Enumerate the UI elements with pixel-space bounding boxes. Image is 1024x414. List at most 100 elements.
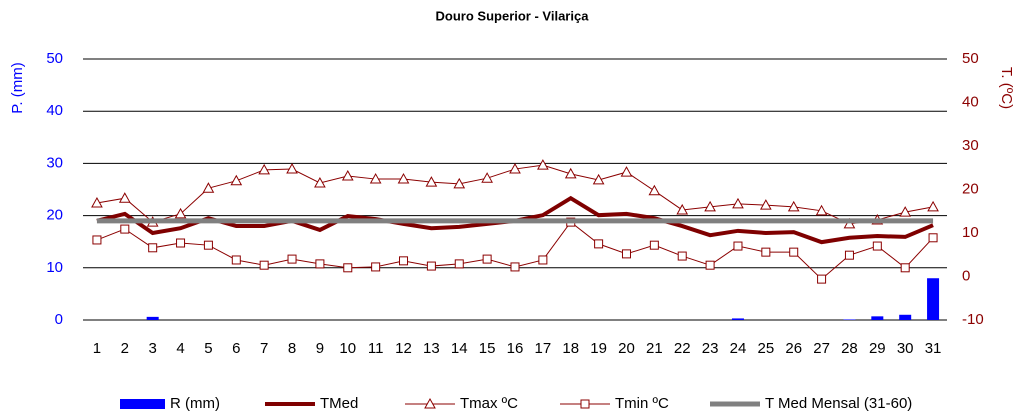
marker: [148, 243, 158, 253]
marker: [843, 217, 856, 229]
marker: [482, 254, 492, 264]
marker: [648, 184, 661, 196]
marker: [705, 260, 715, 270]
marker: [259, 260, 269, 270]
y2-axis-label: T. (ºC): [998, 67, 1015, 109]
marker: [817, 274, 827, 284]
x-tick-label: 26: [785, 340, 802, 357]
x-tick-label: 24: [730, 340, 747, 357]
marker: [341, 169, 354, 181]
marker: [594, 239, 604, 249]
bar: [843, 319, 856, 320]
marker: [453, 177, 466, 189]
x-tick-label: 20: [618, 340, 635, 357]
marker: [371, 262, 381, 272]
marker: [120, 224, 130, 234]
marker: [286, 163, 298, 174]
x-tick-label: 29: [869, 340, 886, 357]
marker: [677, 251, 687, 261]
x-tick-label: 23: [702, 340, 719, 357]
marker: [872, 241, 882, 251]
marker: [343, 263, 353, 273]
marker: [537, 159, 549, 170]
x-tick-label: 28: [841, 340, 858, 357]
marker: [203, 240, 213, 250]
y-tick-label: 40: [46, 102, 63, 119]
marker: [621, 249, 631, 259]
y2-tick-label: 50: [962, 50, 979, 67]
y-axis-label: P. (mm): [9, 62, 26, 113]
x-tick-label: 6: [232, 340, 240, 357]
legend-swatch: [120, 399, 165, 409]
marker: [176, 238, 186, 248]
x-tick-label: 18: [562, 340, 579, 357]
marker: [620, 166, 633, 177]
marker: [789, 247, 799, 257]
marker: [510, 262, 520, 272]
x-tick-label: 9: [316, 340, 324, 357]
x-tick-label: 10: [339, 340, 356, 357]
x-tick-label: 2: [121, 340, 129, 357]
y2-tick-label: 10: [962, 224, 979, 241]
marker: [231, 255, 241, 265]
x-tick-label: 12: [395, 340, 412, 357]
x-tick-label: 25: [757, 340, 774, 357]
marker: [424, 397, 436, 409]
x-tick-label: 30: [897, 340, 914, 357]
marker: [230, 174, 243, 186]
marker: [844, 250, 854, 260]
bar: [927, 278, 940, 320]
x-tick-label: 31: [925, 340, 942, 357]
marker: [369, 173, 382, 184]
x-tick-label: 1: [93, 340, 101, 357]
x-tick-label: 5: [204, 340, 212, 357]
y2-tick-label: -10: [962, 311, 984, 328]
chart-title: Douro Superior - Vilariça: [436, 8, 590, 23]
legend-label: T Med Mensal (31-60): [765, 395, 912, 412]
legend-label: TMed: [320, 395, 358, 412]
marker: [761, 247, 771, 257]
marker: [174, 207, 187, 219]
x-tick-label: 21: [646, 340, 663, 357]
marker: [928, 233, 938, 243]
x-tick-label: 13: [423, 340, 440, 357]
marker: [927, 200, 939, 212]
legend-label: Tmin ºC: [615, 395, 669, 412]
x-tick-label: 17: [535, 340, 552, 357]
marker: [732, 197, 744, 209]
marker: [426, 261, 436, 271]
x-tick-label: 3: [149, 340, 157, 357]
marker: [899, 206, 912, 217]
marker: [733, 241, 743, 251]
legend-label: R (mm): [170, 395, 220, 412]
line: [96, 164, 934, 225]
marker: [815, 204, 828, 216]
bar: [731, 318, 744, 320]
marker: [704, 200, 716, 212]
marker: [397, 173, 410, 184]
marker: [287, 254, 297, 264]
marker: [118, 192, 131, 203]
bar: [899, 314, 912, 320]
marker: [649, 240, 659, 250]
y-tick-label: 50: [46, 50, 63, 67]
marker: [564, 167, 577, 179]
marker: [314, 176, 326, 188]
x-tick-label: 7: [260, 340, 268, 357]
marker: [538, 255, 548, 265]
marker: [759, 199, 772, 210]
y-tick-label: 30: [46, 154, 63, 171]
y-tick-label: 0: [55, 311, 63, 328]
marker: [91, 196, 103, 208]
x-tick-label: 14: [451, 340, 468, 357]
marker: [425, 176, 438, 187]
x-tick-label: 15: [479, 340, 496, 357]
y2-tick-label: 30: [962, 137, 979, 154]
marker: [592, 173, 605, 185]
y2-tick-label: 40: [962, 93, 979, 110]
marker: [580, 399, 590, 409]
marker: [258, 163, 271, 175]
y2-tick-label: 20: [962, 180, 979, 197]
